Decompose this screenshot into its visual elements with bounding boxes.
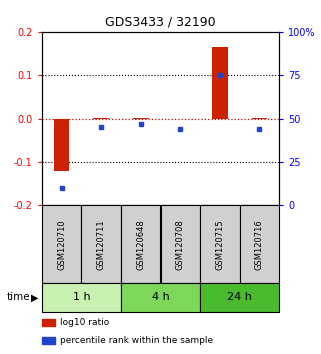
Bar xyxy=(252,118,267,119)
Text: GSM120711: GSM120711 xyxy=(97,219,106,270)
Text: log10 ratio: log10 ratio xyxy=(60,318,109,327)
Bar xyxy=(42,283,121,312)
Bar xyxy=(42,319,55,326)
Text: percentile rank within the sample: percentile rank within the sample xyxy=(60,336,213,345)
Text: 4 h: 4 h xyxy=(152,292,169,302)
Bar xyxy=(200,205,240,283)
Text: 24 h: 24 h xyxy=(227,292,252,302)
Bar xyxy=(212,47,228,119)
Bar xyxy=(121,283,200,312)
Bar xyxy=(133,118,149,119)
Bar xyxy=(42,205,81,283)
Bar xyxy=(200,283,279,312)
Text: GSM120715: GSM120715 xyxy=(215,219,224,270)
Bar xyxy=(54,119,69,171)
Text: time: time xyxy=(6,292,30,302)
Text: 1 h: 1 h xyxy=(73,292,90,302)
Bar xyxy=(42,337,55,344)
Bar xyxy=(121,205,160,283)
Text: GDS3433 / 32190: GDS3433 / 32190 xyxy=(105,16,216,29)
Bar xyxy=(160,205,200,283)
Text: ▶: ▶ xyxy=(30,292,38,302)
Text: GSM120710: GSM120710 xyxy=(57,219,66,270)
Text: GSM120648: GSM120648 xyxy=(136,219,145,270)
Text: GSM120708: GSM120708 xyxy=(176,219,185,270)
Bar xyxy=(240,205,279,283)
Bar xyxy=(93,118,109,119)
Bar xyxy=(81,205,121,283)
Text: GSM120716: GSM120716 xyxy=(255,219,264,270)
